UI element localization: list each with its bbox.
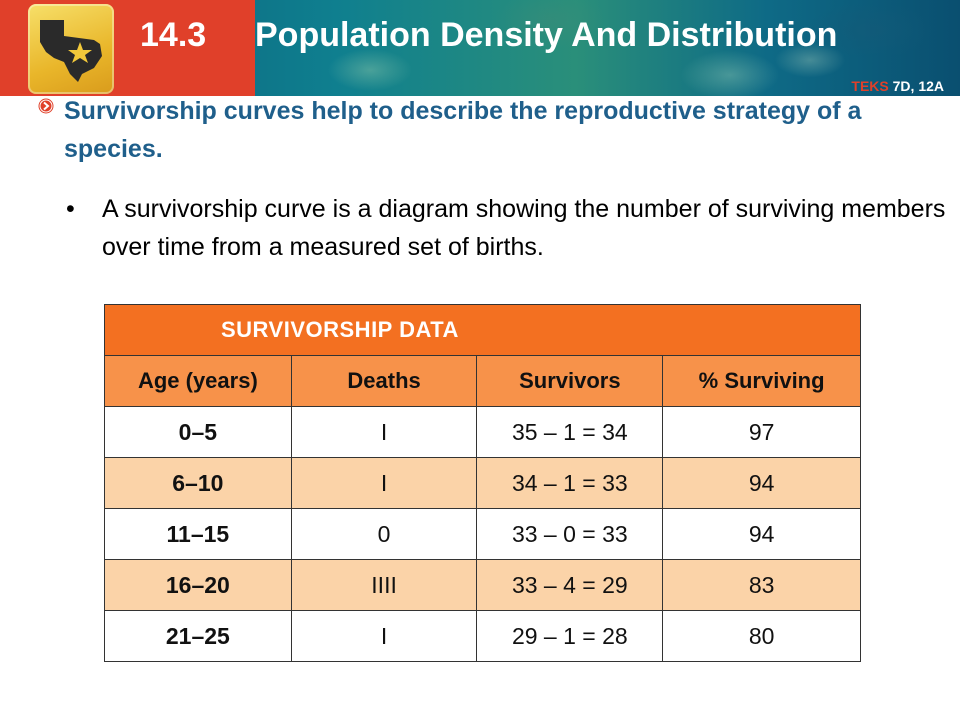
- table-caption: SURVIVORSHIP DATA: [104, 304, 861, 356]
- main-point-text: Survivorship curves help to describe the…: [64, 97, 862, 163]
- table-row: 0–5 I 35 – 1 = 34 97: [104, 406, 861, 458]
- slide-title: Population Density And Distribution: [255, 16, 838, 54]
- section-number: 14.3: [140, 16, 207, 54]
- table-header-row: Age (years) Deaths Survivors % Surviving: [104, 355, 861, 407]
- cell-deaths: 0: [290, 508, 478, 560]
- header-survivors: Survivors: [476, 355, 664, 407]
- cell-percent: 80: [662, 610, 861, 662]
- cell-survivors: 34 – 1 = 33: [476, 457, 664, 509]
- red-circle-arrow-icon: [38, 98, 54, 114]
- cell-survivors: 35 – 1 = 34: [476, 406, 664, 458]
- cell-deaths: I: [290, 457, 478, 509]
- cell-percent: 94: [662, 457, 861, 509]
- cell-percent: 83: [662, 559, 861, 611]
- cell-deaths: I: [290, 406, 478, 458]
- cell-percent: 97: [662, 406, 861, 458]
- cell-survivors: 33 – 4 = 29: [476, 559, 664, 611]
- cell-age: 6–10: [104, 457, 292, 509]
- header-texture: [250, 0, 960, 96]
- sub-point: • A survivorship curve is a diagram show…: [66, 190, 946, 266]
- cell-survivors: 33 – 0 = 33: [476, 508, 664, 560]
- sub-point-text: A survivorship curve is a diagram showin…: [102, 195, 946, 261]
- main-point: Survivorship curves help to describe the…: [38, 92, 938, 168]
- cell-survivors: 29 – 1 = 28: [476, 610, 664, 662]
- header-percent-surviving: % Surviving: [662, 355, 861, 407]
- cell-age: 11–15: [104, 508, 292, 560]
- cell-age: 21–25: [104, 610, 292, 662]
- teks-codes: 7D, 12A: [892, 78, 944, 94]
- cell-age: 16–20: [104, 559, 292, 611]
- table-row: 6–10 I 34 – 1 = 33 94: [104, 457, 861, 509]
- teks-label: TEKS: [851, 78, 889, 94]
- table-caption-row: SURVIVORSHIP DATA: [104, 304, 861, 356]
- cell-percent: 94: [662, 508, 861, 560]
- texas-star-icon: [28, 4, 114, 94]
- cell-age: 0–5: [104, 406, 292, 458]
- survivorship-table: SURVIVORSHIP DATA Age (years) Deaths Sur…: [104, 304, 861, 662]
- table-row: 11–15 0 33 – 0 = 33 94: [104, 508, 861, 560]
- table-row: 16–20 IIII 33 – 4 = 29 83: [104, 559, 861, 611]
- bullet-dot: •: [66, 195, 75, 223]
- table-row: 21–25 I 29 – 1 = 28 80: [104, 610, 861, 662]
- texas-shape-icon: [40, 20, 102, 82]
- header-deaths: Deaths: [290, 355, 478, 407]
- teks-reference: TEKS 7D, 12A: [851, 78, 944, 94]
- cell-deaths: IIII: [290, 559, 478, 611]
- header-age: Age (years): [104, 355, 292, 407]
- cell-deaths: I: [290, 610, 478, 662]
- header-banner: 14.3 Population Density And Distribution…: [0, 0, 960, 96]
